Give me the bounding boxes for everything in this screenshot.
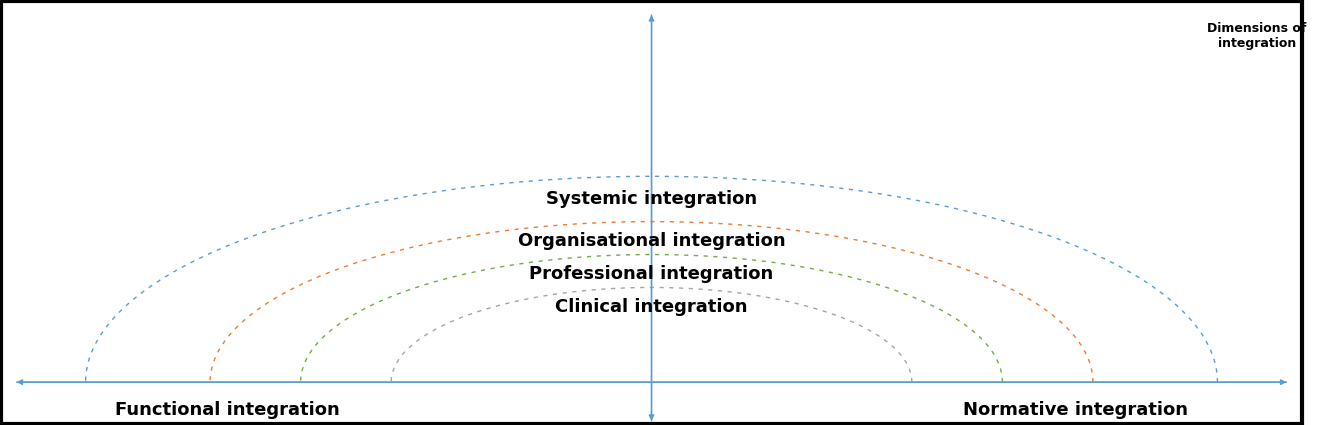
Text: Organisational integration: Organisational integration — [518, 232, 785, 250]
Text: Dimensions of
integration: Dimensions of integration — [1208, 22, 1306, 50]
Text: Systemic integration: Systemic integration — [547, 190, 757, 208]
Text: Normative integration: Normative integration — [964, 401, 1188, 419]
Text: Clinical integration: Clinical integration — [556, 298, 748, 316]
Text: Professional integration: Professional integration — [529, 265, 773, 283]
Text: Functional integration: Functional integration — [115, 401, 340, 419]
